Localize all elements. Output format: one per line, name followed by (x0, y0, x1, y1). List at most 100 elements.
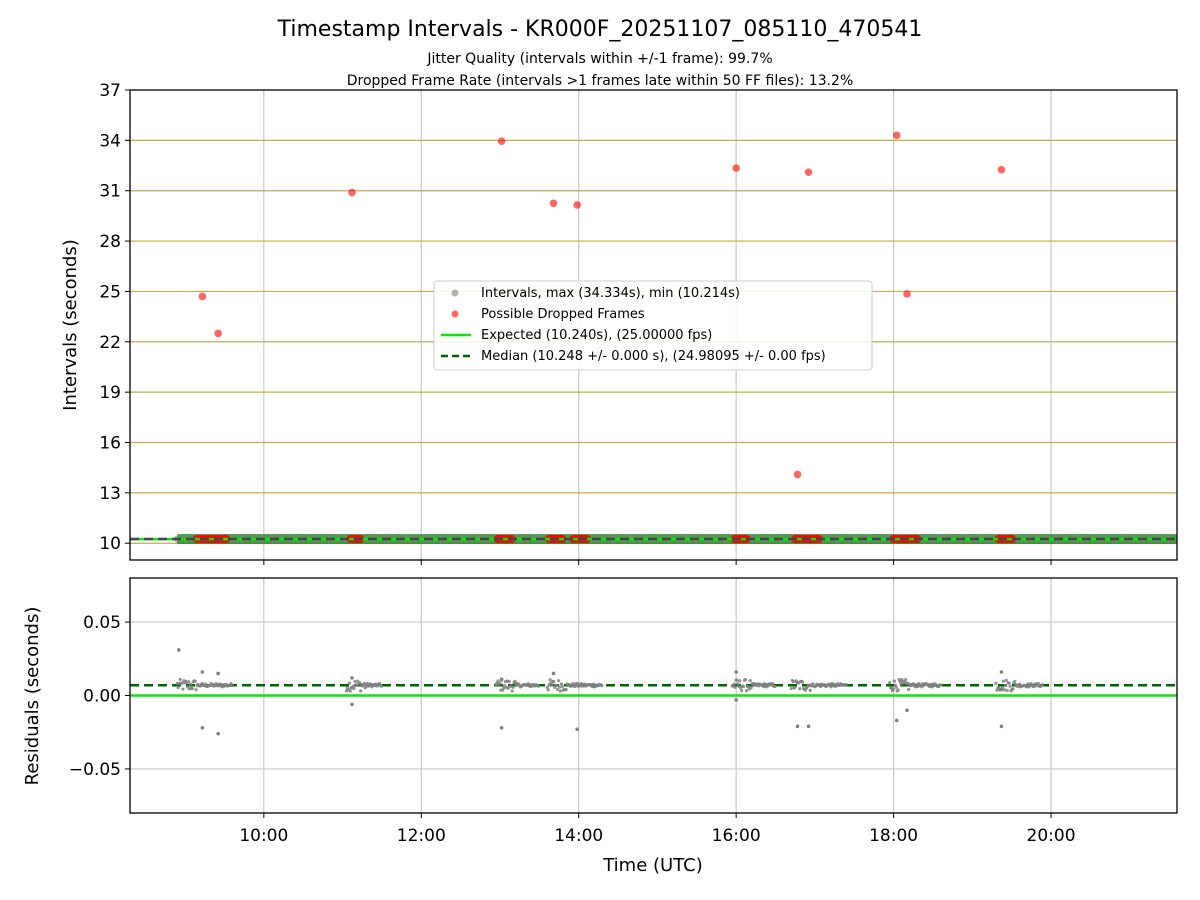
residual-point (891, 687, 896, 691)
residual-outlier-point (200, 670, 205, 674)
residual-point (379, 684, 384, 688)
residual-point (348, 689, 352, 693)
residual-point (844, 682, 848, 687)
legend-marker-dropped (451, 310, 459, 318)
residual-outlier-point (734, 698, 738, 702)
residual-point (557, 685, 562, 689)
residual-outlier-point (575, 727, 579, 732)
residual-point (892, 679, 896, 683)
residual-point (746, 685, 750, 689)
residual-point (194, 688, 198, 692)
residual-outlier-point (350, 702, 354, 707)
residual-point (536, 684, 541, 688)
residual-outlier-point (499, 677, 504, 682)
residuals-y-tick-label: −0.05 (69, 760, 121, 780)
residual-point (556, 687, 560, 692)
residual-point (994, 681, 998, 685)
legend-marker-intervals (451, 289, 459, 297)
residual-point (1005, 688, 1009, 693)
residuals-y-tick-label: 0.00 (83, 687, 121, 707)
residual-outlier-point (200, 726, 205, 730)
residual-outlier-point (905, 708, 909, 712)
residual-outlier-point (999, 670, 1004, 674)
legend-label-expected: Expected (10.240s), (25.00000 fps) (481, 328, 712, 343)
legend: Intervals, max (34.334s), min (10.214s) … (433, 280, 873, 371)
residual-point (896, 688, 900, 692)
intervals-y-tick-label: 28 (99, 232, 121, 252)
residual-point (552, 680, 556, 684)
dropped-frame-point (804, 168, 813, 177)
dropped-frame-point (497, 137, 506, 145)
residual-point (904, 677, 908, 682)
residual-point (363, 686, 367, 690)
intervals-data (130, 131, 1177, 545)
residual-outlier-point (177, 648, 181, 652)
residual-point (513, 679, 517, 683)
chart-title: Timestamp Intervals - KR000F_20251107_08… (277, 17, 923, 42)
residual-point (176, 685, 180, 690)
intervals-y-tick-label: 37 (99, 81, 121, 101)
residual-point (352, 686, 356, 691)
residual-point (733, 685, 737, 690)
dropped-frame-point (732, 164, 740, 172)
residual-point (548, 678, 552, 682)
residual-outlier-point (894, 718, 899, 723)
residuals-y-tick-label: 0.05 (83, 613, 121, 633)
residual-point (510, 689, 514, 693)
intervals-y-tick-label: 22 (99, 333, 121, 353)
dropped-frame-point (348, 188, 356, 197)
intervals-plot: 10 13 16 19 22 25 28 31 34 37 Intervals (seconds)… (60, 81, 1178, 565)
residual-point (808, 688, 812, 692)
dropped-frame-point (214, 329, 222, 338)
residual-outlier-point (551, 671, 556, 676)
intervals-grid (130, 90, 1177, 560)
legend-label-median: Median (10.248 +/- 0.000 s), (24.98095 +… (481, 349, 826, 364)
residual-outlier-point (795, 724, 800, 729)
residual-point (735, 678, 739, 682)
residual-point (1001, 679, 1006, 683)
intervals-y-tick-label: 19 (99, 383, 121, 403)
residual-outlier-point (499, 726, 504, 730)
dropped-frame-point (573, 201, 581, 209)
residual-point (496, 679, 500, 683)
residual-point (789, 686, 793, 691)
chart-subtitle-dropped: Dropped Frame Rate (intervals >1 frames … (347, 73, 854, 89)
residual-outlier-point (999, 724, 1004, 729)
intervals-y-tick-label: 10 (99, 534, 121, 554)
intervals-y-tick-label: 34 (99, 131, 121, 151)
residual-point (506, 686, 510, 690)
residual-point (591, 682, 596, 686)
x-tick-label: 18:00 (869, 826, 918, 846)
residual-outlier-point (216, 731, 220, 736)
residual-point (1013, 679, 1017, 684)
residual-point (555, 683, 559, 688)
residuals-ticks: 10:00 12:00 14:00 16:00 18:00 20:00 −0.05 0.00 0… (69, 613, 1076, 846)
residual-point (744, 689, 748, 693)
dropped-frame-point (903, 290, 911, 298)
intervals-y-tick-label: 31 (99, 182, 121, 202)
residual-point (761, 685, 765, 689)
dropped-frame-point (997, 165, 1006, 174)
legend-label-dropped: Possible Dropped Frames (481, 307, 645, 322)
residual-point (906, 687, 911, 692)
residual-point (180, 681, 184, 685)
residual-point (347, 681, 351, 685)
residual-point (188, 682, 193, 686)
residual-point (732, 682, 736, 686)
residual-point (793, 685, 797, 689)
residual-outlier-point (216, 671, 220, 676)
residual-point (898, 680, 902, 684)
residual-point (740, 688, 744, 693)
intervals-y-tick-label: 16 (99, 434, 121, 454)
residual-point (1004, 678, 1008, 682)
residual-point (811, 682, 815, 686)
residuals-y-axis-label: Residuals (seconds) (22, 607, 43, 786)
residual-point (545, 685, 549, 689)
residuals-plot: 10:00 12:00 14:00 16:00 18:00 20:00 −0.05 0.00 0… (22, 577, 1178, 876)
residual-point (498, 681, 502, 685)
x-tick-label: 14:00 (554, 826, 603, 846)
residual-point (511, 685, 515, 689)
residual-point (741, 684, 746, 689)
dropped-frame-point (198, 292, 207, 301)
residual-point (771, 682, 775, 686)
